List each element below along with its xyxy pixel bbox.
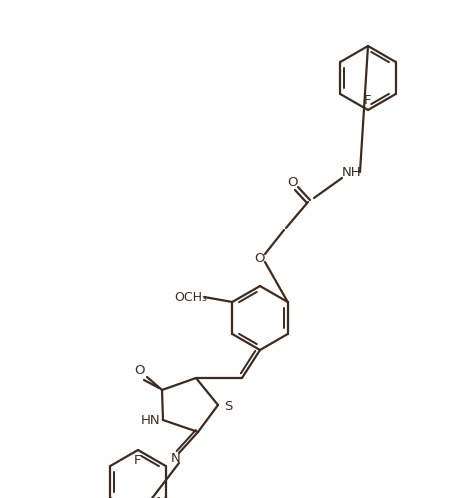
Text: F: F [134,454,142,467]
Text: N: N [171,453,181,466]
Text: NH: NH [341,165,361,178]
Text: HN: HN [141,413,161,426]
Text: OCH₃: OCH₃ [173,290,206,303]
Text: F: F [364,94,371,107]
Text: O: O [287,175,298,189]
Text: O: O [135,364,145,376]
Text: S: S [223,400,232,413]
Text: O: O [254,251,265,264]
